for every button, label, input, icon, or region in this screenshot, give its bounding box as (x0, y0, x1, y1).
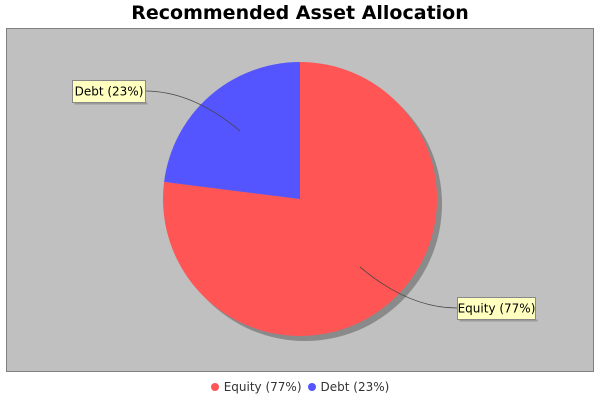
slice-label-equity: Equity (77%) (458, 302, 536, 316)
pie-chart: Equity (77%) Debt (23%) (0, 0, 600, 380)
legend-item-debt: Debt (23%) (308, 380, 390, 394)
slice-label-debt: Debt (23%) (75, 85, 144, 99)
legend-label-equity: Equity (77%) (224, 380, 302, 394)
legend-item-equity: Equity (77%) (211, 380, 302, 394)
legend: Equity (77%) Debt (23%) (0, 380, 600, 394)
legend-label-debt: Debt (23%) (321, 380, 390, 394)
legend-swatch-debt (308, 383, 316, 391)
legend-swatch-equity (211, 383, 219, 391)
